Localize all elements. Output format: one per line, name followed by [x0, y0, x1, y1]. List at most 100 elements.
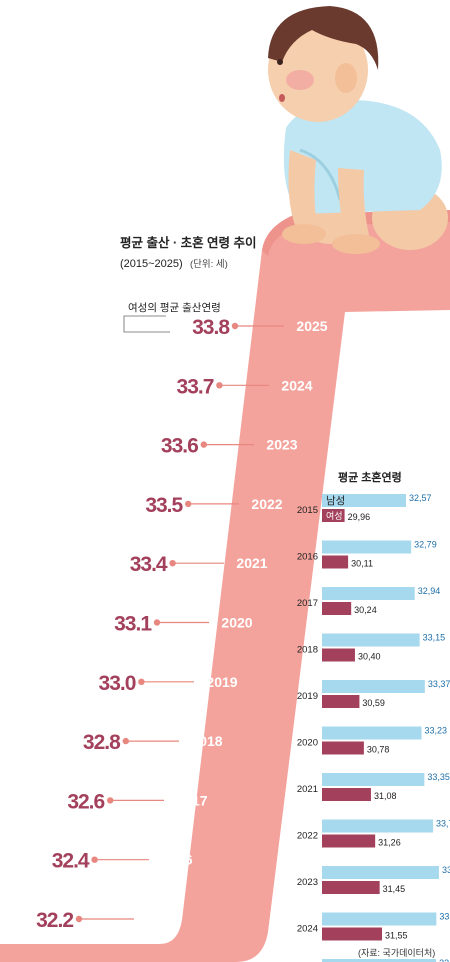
birth-point-2019: 33.0 2019 — [99, 672, 238, 695]
female-value-label: 31,08 — [374, 791, 397, 801]
value-label: 33.8 — [192, 316, 230, 339]
value-label: 33.4 — [130, 553, 168, 576]
data-point — [231, 322, 239, 330]
value-label: 32.8 — [83, 731, 121, 754]
year-label: 2017 — [176, 792, 207, 808]
legend-female: 여성 — [326, 510, 343, 521]
female-bar — [322, 695, 360, 708]
male-value-label: 33,97 — [442, 865, 450, 875]
female-bar — [322, 555, 349, 569]
female-bar — [322, 881, 380, 894]
birth-point-2018: 32.8 2018 — [83, 731, 223, 754]
marriage-row-2023: 2023 33,97 31,45 — [297, 865, 450, 894]
marriage-row-2019: 2019 33,37 30,59 — [297, 679, 450, 708]
female-value-label: 30,78 — [367, 745, 390, 755]
year-label: 2019 — [206, 674, 237, 690]
female-value-label: 30,24 — [354, 605, 377, 615]
data-point — [216, 382, 223, 389]
male-value-label: 33,15 — [423, 633, 446, 643]
female-bar — [322, 602, 352, 615]
birth-point-2022: 33.5 2022 — [145, 494, 282, 517]
row-year-label: 2018 — [297, 645, 318, 656]
male-value-label: 33,35 — [427, 772, 450, 782]
female-bar — [322, 927, 382, 941]
female-value-label: 31,26 — [378, 838, 401, 848]
male-bar — [322, 959, 437, 962]
row-year-label: 2020 — [297, 738, 318, 749]
birth-point-2024: 33.7 2024 — [177, 375, 313, 398]
male-bar — [322, 866, 439, 879]
female-bar — [322, 741, 364, 755]
female-bar — [322, 788, 371, 801]
row-year-label: 2015 — [297, 505, 318, 516]
year-label: 2025 — [296, 318, 327, 334]
data-point — [107, 797, 114, 804]
year-label: 2015 — [146, 911, 177, 927]
data-point — [91, 856, 98, 863]
data-point — [200, 441, 207, 448]
value-label: 32.4 — [52, 850, 90, 873]
female-value-label: 31,55 — [385, 931, 408, 941]
year-label: 2018 — [191, 733, 222, 749]
value-label: 32.6 — [67, 790, 104, 813]
value-label: 33.0 — [99, 672, 136, 695]
marriage-row-2024: 2024 33,86 31,55 — [297, 912, 450, 941]
year-label: 2016 — [161, 852, 192, 868]
baby-illustration — [268, 6, 448, 254]
birth-point-2021: 33.4 2021 — [130, 553, 268, 576]
row-year-label: 2023 — [297, 877, 318, 888]
row-year-label: 2022 — [297, 831, 318, 842]
year-label: 2020 — [221, 615, 252, 631]
marriage-row-2022: 2022 33,72 31,26 — [297, 819, 450, 848]
year-label: 2024 — [281, 377, 312, 393]
female-bar — [322, 648, 355, 662]
male-bar — [322, 587, 415, 600]
male-bar — [322, 773, 425, 786]
male-bar — [322, 494, 406, 507]
male-bar — [322, 633, 420, 647]
row-year-label: 2024 — [297, 924, 318, 935]
value-label: 33.6 — [161, 435, 198, 458]
data-point — [138, 678, 145, 685]
value-label: 33.7 — [177, 375, 214, 398]
male-bar — [322, 912, 437, 926]
female-bar — [322, 509, 345, 522]
stair-shape — [0, 210, 450, 962]
birth-age-legend: 여성의 평균 출산연령 — [128, 302, 221, 314]
legend-leader-line — [123, 315, 170, 333]
data-point — [185, 500, 192, 508]
female-bar — [322, 834, 376, 848]
value-label: 33.1 — [114, 613, 152, 636]
marriage-row-2017: 2017 32,94 30,24 — [297, 586, 440, 615]
data-point — [153, 619, 161, 626]
marriage-row-2020: 2020 33,23 30,78 — [297, 726, 447, 755]
data-point — [122, 737, 129, 745]
value-label: 32.2 — [36, 909, 73, 932]
birth-point-2017: 32.6 2017 — [67, 790, 207, 813]
birth-point-2016: 32.4 2016 — [52, 850, 193, 873]
chart-subtitle: (2015~2025) — [120, 258, 183, 270]
marriage-row-2025년: 2025년33,8531,62 — [322, 958, 450, 962]
birth-point-2015: 32.2 2015 — [36, 909, 178, 932]
unit-label: (단위: 세) — [190, 258, 228, 270]
data-point — [75, 915, 83, 923]
female-value-label: 30,40 — [358, 652, 381, 662]
female-value-label: 29,96 — [348, 512, 371, 522]
source-note: (자료: 국가데이터처) — [358, 947, 435, 958]
marriage-chart-title: 평균 초혼연령 — [338, 470, 402, 484]
row-year-label: 2016 — [297, 552, 318, 563]
male-bar — [322, 540, 412, 554]
year-label: 2021 — [236, 555, 267, 571]
male-value-label: 32,57 — [409, 493, 432, 503]
female-value-label: 31,45 — [383, 884, 406, 894]
male-value-label: 33,85 — [439, 958, 450, 962]
birth-point-2025: 33.8 2025 — [192, 316, 328, 339]
female-value-label: 30,59 — [362, 698, 385, 708]
legend-male: 남성 — [326, 495, 345, 507]
birth-age-chart: 33.8 2025 33.7 2024 33.6 2023 33.5 2022 33.4 2021… — [36, 316, 328, 932]
row-year-label: 2021 — [297, 784, 318, 795]
year-label: 2022 — [251, 496, 282, 512]
male-value-label: 33,86 — [439, 912, 450, 922]
